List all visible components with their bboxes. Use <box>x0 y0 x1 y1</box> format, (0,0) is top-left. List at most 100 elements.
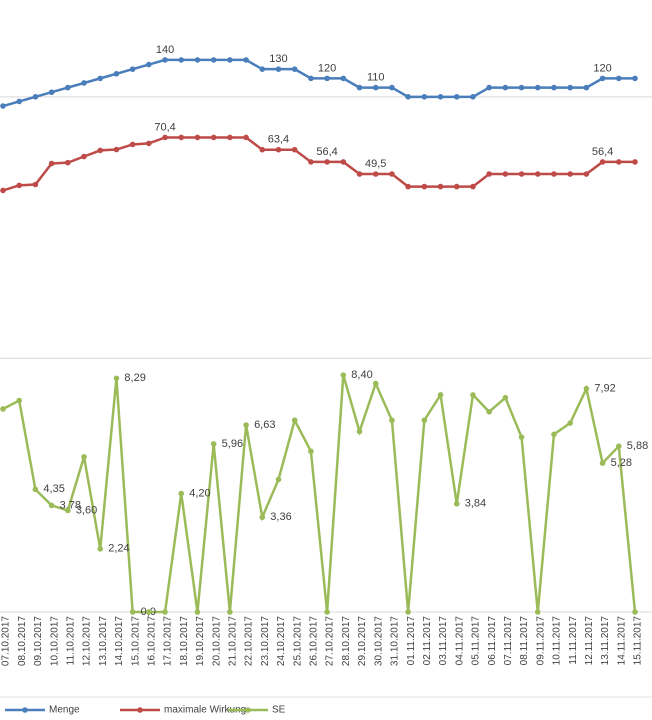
legend-marker <box>22 707 28 713</box>
data-point <box>324 609 330 615</box>
data-point <box>372 380 379 387</box>
data-point <box>227 57 233 63</box>
data-point <box>32 181 39 188</box>
data-point <box>486 84 492 91</box>
data-point <box>470 392 476 398</box>
data-point <box>421 183 428 190</box>
data-point <box>210 134 217 141</box>
data-point <box>259 514 266 521</box>
data-point <box>243 422 249 428</box>
data-point <box>275 476 282 483</box>
data-point <box>0 103 6 109</box>
x-tick-label: 10.10.2017 <box>49 616 60 666</box>
x-tick-label: 14.11.2017 <box>616 616 627 666</box>
data-point <box>48 160 55 167</box>
data-point <box>421 417 428 424</box>
x-tick-label: 14.10.2017 <box>114 616 125 666</box>
x-tick-label: 19.10.2017 <box>195 616 206 666</box>
data-point <box>291 66 298 72</box>
data-point <box>356 171 363 177</box>
data-point <box>615 159 622 165</box>
x-tick-label: 17.10.2017 <box>163 616 174 666</box>
data-point <box>583 84 590 91</box>
data-point <box>324 159 330 165</box>
data-point <box>421 94 428 100</box>
data-point <box>437 183 444 190</box>
legend-marker <box>137 707 143 713</box>
data-point <box>162 134 168 141</box>
legend-marker <box>245 707 251 713</box>
data-label: 2,24 <box>108 543 129 555</box>
data-label: 6,63 <box>254 419 275 431</box>
x-tick-label: 12.11.2017 <box>584 616 595 666</box>
data-point <box>81 80 87 86</box>
data-point <box>308 448 314 455</box>
data-point <box>632 159 638 165</box>
data-point <box>97 147 104 154</box>
legend-label: SE <box>272 705 286 716</box>
data-point <box>227 609 233 615</box>
data-point <box>162 609 168 615</box>
data-point <box>291 417 298 424</box>
x-tick-label: 16.10.2017 <box>146 616 157 666</box>
x-tick-label: 11.11.2017 <box>568 616 579 665</box>
data-label: 5,28 <box>611 457 632 469</box>
x-tick-label: 12.10.2017 <box>82 616 93 666</box>
data-point <box>453 500 460 507</box>
data-point <box>518 84 525 91</box>
data-point <box>567 171 573 177</box>
x-tick-label: 11.10.2017 <box>65 616 76 666</box>
x-tick-label: 13.11.2017 <box>600 616 611 666</box>
data-point <box>453 183 460 190</box>
data-point <box>340 159 347 165</box>
data-point <box>81 454 87 460</box>
x-tick-label: 15.11.2017 <box>633 616 644 666</box>
x-tick-label: 07.10.2017 <box>1 616 12 666</box>
data-point <box>632 75 638 82</box>
data-label: 4,35 <box>43 483 64 495</box>
data-point <box>567 420 573 426</box>
data-point <box>65 507 71 514</box>
x-tick-label: 25.10.2017 <box>292 616 303 666</box>
x-tick-label: 27.10.2017 <box>325 616 336 666</box>
data-point <box>146 61 152 68</box>
data-point <box>48 502 55 509</box>
x-tick-label: 09.11.2017 <box>535 616 546 666</box>
data-point <box>113 70 120 77</box>
data-point <box>486 408 492 415</box>
x-tick-label: 26.10.2017 <box>309 616 320 666</box>
data-point <box>502 84 509 91</box>
data-point <box>210 441 217 447</box>
data-point <box>486 171 492 177</box>
data-point <box>48 89 55 96</box>
x-tick-label: 08.11.2017 <box>519 616 530 666</box>
x-tick-label: 29.10.2017 <box>357 616 368 666</box>
data-label: 5,96 <box>222 438 243 450</box>
data-label: 3,60 <box>76 504 97 516</box>
data-label: 56,4 <box>316 146 337 158</box>
data-point <box>599 75 606 82</box>
data-point <box>259 66 266 72</box>
data-point <box>372 84 379 91</box>
data-point <box>518 171 525 177</box>
data-point <box>389 84 395 91</box>
data-point <box>632 609 638 615</box>
x-tick-label: 20.10.2017 <box>211 616 222 666</box>
data-point <box>146 609 152 615</box>
data-point <box>405 94 411 100</box>
data-point <box>162 57 168 63</box>
data-point <box>356 428 363 435</box>
x-tick-label: 08.10.2017 <box>17 616 28 666</box>
data-point <box>599 159 606 165</box>
x-tick-label: 21.10.2017 <box>228 616 239 666</box>
data-point <box>405 609 411 615</box>
data-point <box>129 609 136 615</box>
data-point <box>340 372 347 378</box>
data-point <box>16 182 23 189</box>
data-point <box>113 375 120 382</box>
data-point <box>534 84 541 91</box>
data-label: 120 <box>593 62 611 74</box>
data-point <box>227 134 233 141</box>
data-point <box>583 385 590 392</box>
